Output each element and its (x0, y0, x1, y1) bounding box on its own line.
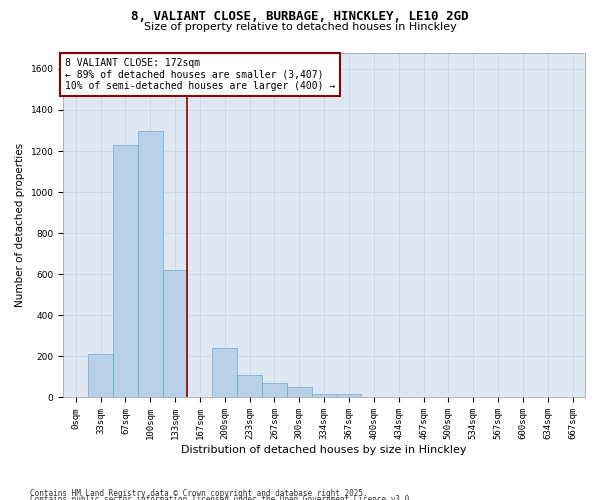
Bar (163, 270, 187, 398)
Text: Contains public sector information licensed under the Open Government Licence v3: Contains public sector information licen… (30, 495, 414, 500)
Text: 8, VALIANT CLOSE, BURBAGE, HINCKLEY, LE10 2GD: 8, VALIANT CLOSE, BURBAGE, HINCKLEY, LE1… (131, 10, 469, 23)
X-axis label: Distribution of detached houses by size in Hinckley: Distribution of detached houses by size … (181, 445, 467, 455)
Bar (212, 348, 237, 398)
Bar (88, 354, 113, 398)
Bar (237, 375, 262, 398)
Bar (113, 145, 138, 398)
Text: Size of property relative to detached houses in Hinckley: Size of property relative to detached ho… (143, 22, 457, 32)
Text: Contains HM Land Registry data © Crown copyright and database right 2025.: Contains HM Land Registry data © Crown c… (30, 488, 368, 498)
Bar (138, 130, 163, 398)
Text: 8 VALIANT CLOSE: 172sqm
← 89% of detached houses are smaller (3,407)
10% of semi: 8 VALIANT CLOSE: 172sqm ← 89% of detache… (65, 58, 335, 91)
Bar (262, 383, 287, 398)
Bar (312, 394, 337, 398)
Y-axis label: Number of detached properties: Number of detached properties (15, 143, 25, 307)
Bar (337, 394, 361, 398)
Bar (287, 387, 312, 398)
